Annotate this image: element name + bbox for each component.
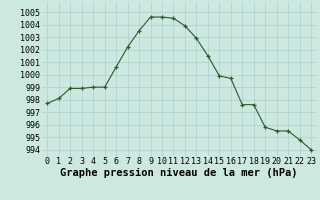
X-axis label: Graphe pression niveau de la mer (hPa): Graphe pression niveau de la mer (hPa) [60,168,298,178]
